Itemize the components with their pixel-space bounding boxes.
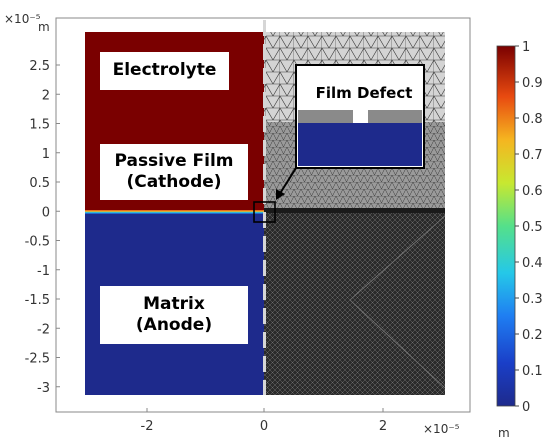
x-tick-label: 0 [260, 419, 268, 434]
y-tick-label: 1.5 [29, 118, 50, 133]
inset-film-gap [353, 110, 368, 123]
matrix-label: Matrix (Anode) [100, 286, 248, 344]
colorbar-tick-label: 0.1 [522, 364, 543, 379]
inset-defect-pit [353, 123, 368, 127]
colorbar-tick-label: 0.3 [522, 292, 543, 307]
colorbar-ticks: 1 0.9 0.8 0.7 0.6 0.5 0.4 0.3 0.2 0.1 0 [515, 40, 543, 415]
colorbar-tick-label: 0.8 [522, 112, 543, 127]
x-tick-label: -2 [141, 419, 154, 434]
passive-film-label-line1: Passive Film [114, 150, 234, 171]
y-tick-label: -1.5 [25, 293, 50, 308]
matrix-label-line2: (Anode) [135, 315, 213, 335]
y-tick-label: -0.5 [25, 235, 50, 250]
mesh-interface-band [264, 208, 445, 213]
mesh-fine-region [264, 210, 445, 395]
colorbar-tick-label: 0.2 [522, 328, 543, 343]
colorbar-tick-label: 0.5 [522, 220, 543, 235]
colorbar [496, 45, 516, 407]
y-tick-label: 2 [42, 88, 50, 103]
y-tick-label: -2 [37, 322, 50, 337]
colorbar-tick-label: 0.6 [522, 184, 543, 199]
inset-matrix [298, 123, 422, 166]
y-axis-unit: m [38, 20, 50, 34]
y-tick-label: 2.5 [29, 59, 50, 74]
y-axis-exponent: ×10⁻⁵ [4, 12, 41, 26]
colorbar-tick-label: 1 [522, 40, 530, 55]
colorbar-tick-label: 0.9 [522, 76, 543, 91]
y-tick-label: -3 [37, 381, 50, 396]
y-tick-label: 1 [42, 147, 50, 162]
passive-film-label-line2: (Cathode) [126, 172, 222, 192]
defect-arrow-line [278, 167, 297, 196]
electrolyte-label-text: Electrolyte [112, 60, 217, 81]
film-interface-band [85, 210, 264, 214]
y-tick-label: -2.5 [25, 352, 50, 367]
x-tick-label: 2 [379, 419, 387, 434]
x-axis-exponent: ×10⁻⁵ [423, 422, 460, 436]
x-axis-unit: m [498, 426, 510, 440]
y-tick-label: 0.5 [29, 176, 50, 191]
y-tick-label: -1 [37, 264, 50, 279]
y-tick-label: 0 [42, 205, 50, 220]
passive-film-label: Passive Film (Cathode) [100, 144, 248, 200]
colorbar-tick-label: 0.4 [522, 256, 543, 271]
x-axis-ticks: -2 0 2 [141, 408, 387, 434]
defect-marker-box [253, 201, 276, 223]
defect-arrow-head [276, 189, 285, 200]
mesh-diagonal-lines [349, 215, 446, 389]
matrix-label-line1: Matrix [143, 293, 205, 314]
colorbar-tick-label: 0.7 [522, 148, 543, 163]
inset-title: Film Defect [316, 84, 413, 102]
y-axis-ticks: 2.5 2 1.5 1 0.5 0 -0.5 -1 -1.5 -2 -2.5 -3 [25, 59, 60, 396]
colorbar-tick-label: 0 [522, 400, 530, 415]
electrolyte-label: Electrolyte [100, 52, 229, 90]
